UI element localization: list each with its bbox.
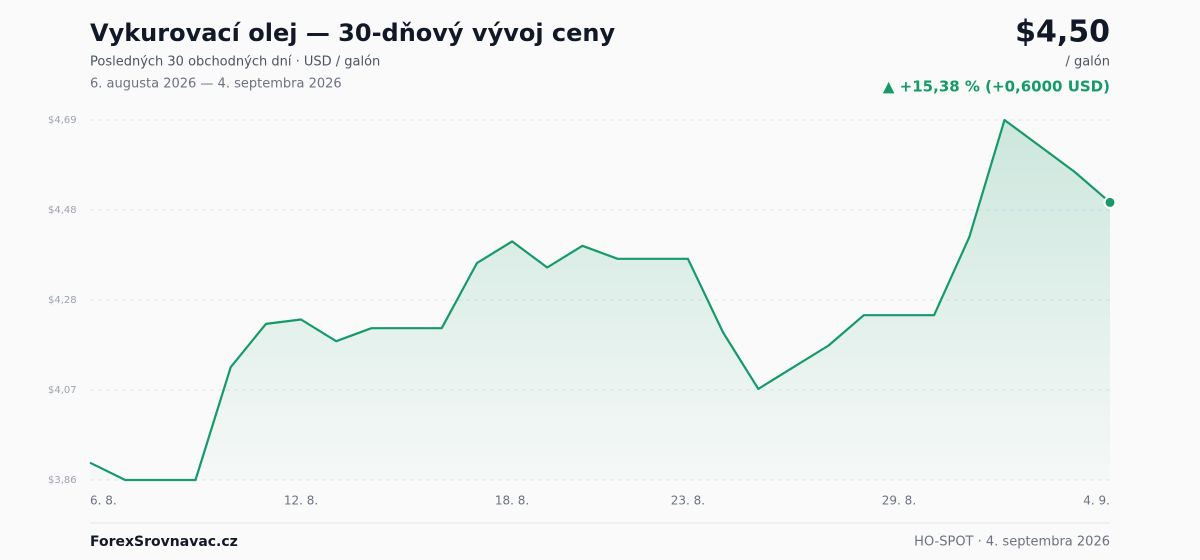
- x-tick-label: 4. 9.: [1083, 494, 1110, 508]
- unit: / galón: [1065, 55, 1110, 70]
- y-tick-label: $4,28: [48, 295, 77, 306]
- subtitle: Posledných 30 obchodných dní · USD / gal…: [90, 55, 380, 70]
- plot: $3,86 $4,07 $4,28 $4,48 $4,69 6. 8. 12. 8. 18. …: [48, 115, 1117, 508]
- x-tick-label: 18. 8.: [495, 494, 529, 508]
- y-tick-label: $4,69: [48, 115, 77, 126]
- last-point: [1103, 195, 1117, 209]
- area: [90, 120, 1110, 480]
- footer-source: ForexSrovnavac.cz: [90, 534, 238, 550]
- x-tick-label: 23. 8.: [671, 494, 705, 508]
- footer-note: HO-SPOT · 4. septembra 2026: [914, 535, 1110, 550]
- chart-title: Vykurovací olej — 30-dňový vývoj ceny: [90, 19, 616, 47]
- x-tick-label: 12. 8.: [284, 494, 318, 508]
- x-tick-label: 6. 8.: [90, 494, 117, 508]
- x-tick-label: 29. 8.: [882, 494, 916, 508]
- y-tick-label: $4,07: [48, 385, 77, 396]
- line: [89, 118, 1111, 482]
- date-range: 6. augusta 2026 — 4. septembra 2026: [90, 77, 342, 92]
- price: $4,50: [1015, 15, 1110, 50]
- y-tick-label: $4,48: [48, 205, 77, 216]
- y-tick-label: $3,86: [48, 475, 77, 486]
- change: ▲ +15,38 % (+0,6000 USD): [883, 78, 1110, 96]
